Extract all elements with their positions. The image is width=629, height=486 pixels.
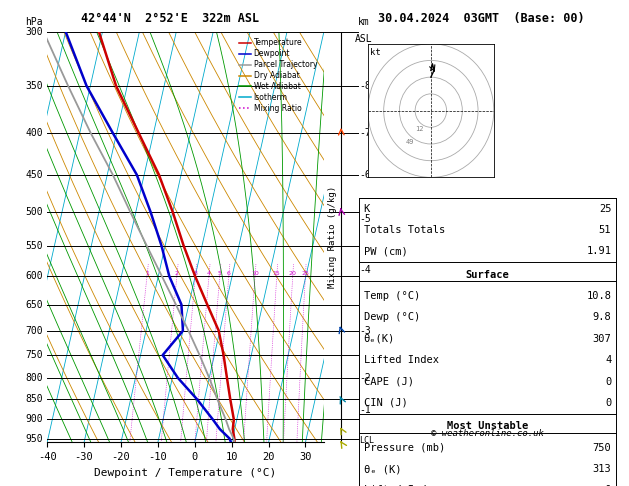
Text: 500: 500 <box>25 207 43 217</box>
Text: PW (cm): PW (cm) <box>364 246 408 256</box>
Text: K: K <box>364 204 370 213</box>
Text: 6: 6 <box>226 271 231 276</box>
Text: -8: -8 <box>359 81 371 91</box>
Text: -1: -1 <box>359 404 371 415</box>
Text: Dewp (°C): Dewp (°C) <box>364 312 420 323</box>
Text: -2: -2 <box>359 373 371 383</box>
Text: 42°44'N  2°52'E  322m ASL: 42°44'N 2°52'E 322m ASL <box>81 12 259 25</box>
Text: -5: -5 <box>359 214 371 224</box>
Text: Surface: Surface <box>465 270 509 280</box>
Text: -4: -4 <box>359 265 371 276</box>
X-axis label: Dewpoint / Temperature (°C): Dewpoint / Temperature (°C) <box>94 468 277 478</box>
Text: 9.8: 9.8 <box>593 312 611 323</box>
Text: Temp (°C): Temp (°C) <box>364 291 420 301</box>
Text: CAPE (J): CAPE (J) <box>364 377 414 386</box>
Text: 313: 313 <box>593 464 611 474</box>
Text: 400: 400 <box>25 128 43 138</box>
Text: Mixing Ratio (g/kg): Mixing Ratio (g/kg) <box>328 186 337 288</box>
Text: 10: 10 <box>251 271 259 276</box>
Text: LCL: LCL <box>359 436 374 445</box>
Text: 950: 950 <box>25 434 43 444</box>
Text: 10.8: 10.8 <box>586 291 611 301</box>
Text: -6: -6 <box>359 170 371 180</box>
Text: CIN (J): CIN (J) <box>364 398 408 408</box>
Text: Lifted Index: Lifted Index <box>364 355 438 365</box>
Text: 350: 350 <box>25 81 43 91</box>
Text: © weatheronline.co.uk: © weatheronline.co.uk <box>431 429 544 438</box>
Text: hPa: hPa <box>25 17 43 28</box>
Text: 650: 650 <box>25 299 43 310</box>
Text: 20: 20 <box>289 271 296 276</box>
Text: 15: 15 <box>273 271 281 276</box>
Text: ASL: ASL <box>355 34 372 44</box>
Text: 1: 1 <box>145 271 148 276</box>
Legend: Temperature, Dewpoint, Parcel Trajectory, Dry Adiabat, Wet Adiabat, Isotherm, Mi: Temperature, Dewpoint, Parcel Trajectory… <box>236 35 320 116</box>
Text: 2: 2 <box>175 271 179 276</box>
Text: 450: 450 <box>25 170 43 180</box>
Text: 550: 550 <box>25 241 43 251</box>
Text: 25: 25 <box>301 271 309 276</box>
Text: 25: 25 <box>599 204 611 213</box>
Text: 4: 4 <box>605 355 611 365</box>
Text: 307: 307 <box>593 334 611 344</box>
Text: 3: 3 <box>193 271 198 276</box>
Text: 750: 750 <box>593 443 611 453</box>
Text: 0: 0 <box>605 377 611 386</box>
Text: 49: 49 <box>406 139 415 145</box>
Text: 600: 600 <box>25 271 43 281</box>
Text: 1.91: 1.91 <box>586 246 611 256</box>
Text: 4: 4 <box>207 271 211 276</box>
Text: km: km <box>358 17 370 28</box>
Text: Most Unstable: Most Unstable <box>447 421 528 432</box>
Text: 0: 0 <box>605 398 611 408</box>
Text: 800: 800 <box>25 373 43 383</box>
Text: 750: 750 <box>25 350 43 360</box>
Text: -3: -3 <box>359 326 371 336</box>
Text: 51: 51 <box>599 225 611 235</box>
Text: 300: 300 <box>25 27 43 36</box>
Text: Pressure (mb): Pressure (mb) <box>364 443 445 453</box>
Text: -7: -7 <box>359 128 371 138</box>
Text: 5: 5 <box>218 271 221 276</box>
Text: Totals Totals: Totals Totals <box>364 225 445 235</box>
Text: 12: 12 <box>415 125 424 132</box>
Text: 30.04.2024  03GMT  (Base: 00): 30.04.2024 03GMT (Base: 00) <box>378 12 584 25</box>
Text: 700: 700 <box>25 326 43 336</box>
Text: 900: 900 <box>25 415 43 424</box>
Text: θₑ(K): θₑ(K) <box>364 334 395 344</box>
Text: θₑ (K): θₑ (K) <box>364 464 401 474</box>
Text: 850: 850 <box>25 394 43 404</box>
Text: kt: kt <box>370 48 381 57</box>
